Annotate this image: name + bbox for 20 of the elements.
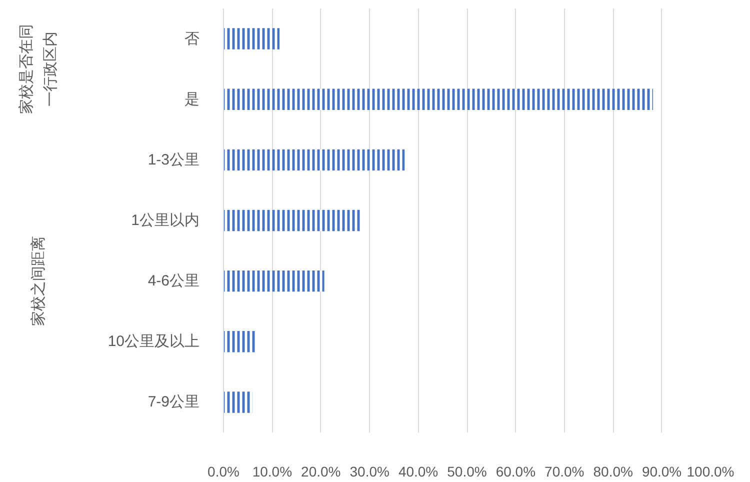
y-tick-label: 4-6公里 [148, 272, 200, 290]
x-tick-label: 80.0% [593, 464, 633, 480]
y-tick-label: 1公里以内 [131, 212, 200, 229]
text: 家校之间距离 [30, 236, 47, 326]
y-tick-label: 10公里及以上 [108, 333, 200, 350]
x-tick-label: 90.0% [642, 464, 682, 480]
x-tick-label: 40.0% [398, 464, 438, 480]
y-tick-label: 否 [184, 30, 200, 48]
x-tick-label: 100.0% [686, 464, 734, 480]
x-tick-label: 20.0% [301, 464, 341, 480]
y-tick-label: 7-9公里 [148, 394, 200, 411]
x-tick-label: 0.0% [208, 464, 240, 480]
x-tick-label: 60.0% [496, 464, 536, 480]
x-tick-label: 70.0% [544, 464, 584, 480]
x-tick-label: 10.0% [252, 464, 292, 480]
y-tick-label: 是 [184, 90, 200, 108]
x-tick-label: 30.0% [350, 464, 390, 480]
y-tick-label: 1-3公里 [148, 151, 200, 168]
text: 家校是否在同一行政区内 [18, 24, 59, 114]
x-tick-label: 50.0% [447, 464, 487, 480]
